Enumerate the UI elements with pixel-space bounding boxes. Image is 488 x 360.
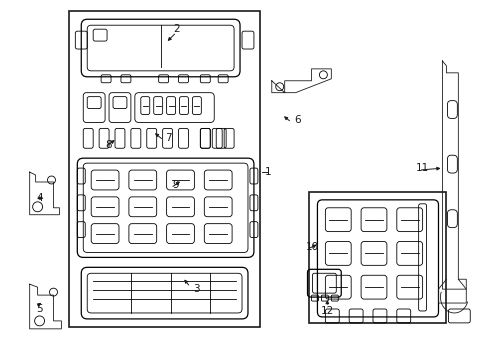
Text: 1: 1 — [264, 167, 270, 177]
Text: 6: 6 — [294, 116, 300, 126]
Text: 12: 12 — [320, 306, 333, 316]
Text: 9: 9 — [172, 180, 179, 190]
Text: 4: 4 — [36, 193, 43, 203]
Text: 2: 2 — [173, 24, 180, 34]
Text: 5: 5 — [36, 304, 43, 314]
Bar — [69, 11, 259, 327]
Text: 3: 3 — [193, 284, 199, 294]
Bar — [309, 192, 446, 323]
Text: 10: 10 — [305, 243, 318, 252]
Text: 11: 11 — [415, 163, 428, 173]
Text: 7: 7 — [165, 133, 172, 143]
Text: 8: 8 — [105, 140, 112, 150]
